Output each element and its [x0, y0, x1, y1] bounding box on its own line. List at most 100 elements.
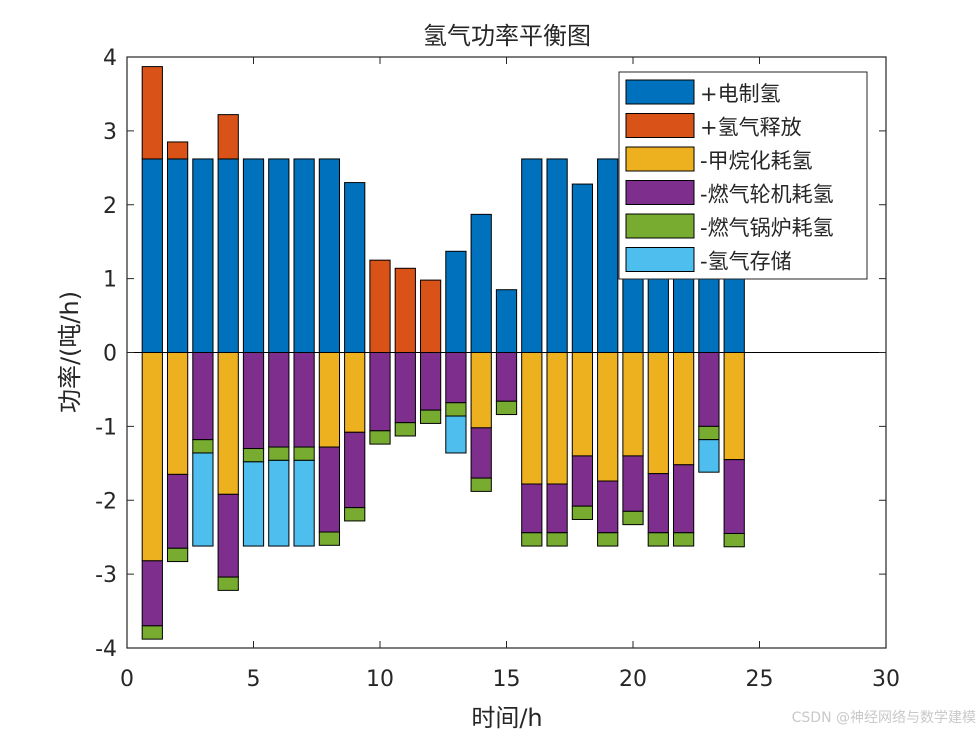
bar-5-t4 [217, 576, 239, 591]
bar-4-t7 [293, 352, 315, 448]
bar-4-t24 [723, 459, 745, 534]
bar-4-t6 [268, 352, 290, 448]
bar-3-t24 [723, 352, 745, 461]
bar-4-t23 [698, 352, 720, 427]
y-tick-label: 3 [103, 120, 117, 145]
x-tick-label: 0 [120, 667, 134, 692]
chart-title: 氢气功率平衡图 [423, 22, 591, 50]
legend-label-6: -氢气存储 [700, 250, 792, 274]
bar-1-t18 [571, 183, 594, 353]
bar-4-t1 [141, 560, 163, 627]
bars-group [141, 66, 745, 640]
bar-3-t18 [571, 352, 594, 457]
bar-2-t4 [217, 114, 239, 160]
y-tick-label: 4 [103, 46, 117, 71]
bar-4-t11 [394, 352, 416, 424]
legend-label-1: +电制氢 [700, 82, 781, 106]
bar-5-t9 [344, 507, 366, 522]
bar-4-t21 [647, 473, 669, 534]
bar-3-t17 [546, 352, 568, 485]
legend-swatch-3 [625, 146, 695, 172]
bar-6-t23 [698, 439, 720, 473]
bar-1-t8 [318, 158, 341, 353]
bar-1-t9 [344, 182, 366, 353]
bar-5-t20 [622, 510, 644, 526]
y-tick-label: 2 [103, 194, 117, 219]
bar-5-t23 [698, 425, 720, 441]
legend-swatch-4 [625, 180, 695, 205]
bar-4-t16 [521, 483, 543, 534]
y-tick-label: -3 [95, 563, 117, 588]
y-tick-label: 0 [103, 342, 117, 367]
bar-4-t4 [217, 493, 239, 578]
bar-5-t16 [521, 532, 543, 547]
bar-3-t22 [672, 352, 695, 466]
y-tick-label: -2 [95, 489, 117, 514]
y-tick-label: 1 [103, 268, 117, 293]
y-axis-label: 功率/(吨/h) [56, 291, 84, 413]
bar-1-t2 [166, 158, 189, 353]
legend-label-2: +氢气释放 [700, 116, 802, 140]
bar-5-t18 [571, 505, 594, 520]
bar-6-t7 [293, 459, 315, 547]
legend-label-4: -燃气轮机耗氢 [700, 183, 834, 207]
bar-5-t24 [723, 532, 745, 548]
bar-5-t14 [470, 477, 492, 492]
x-tick-label: 25 [746, 667, 774, 692]
x-tick-label: 5 [247, 667, 261, 692]
bar-4-t19 [597, 480, 619, 534]
bar-1-t4 [217, 158, 239, 353]
bar-5-t11 [394, 422, 416, 437]
bar-5-t7 [293, 446, 315, 461]
bar-2-t2 [166, 141, 189, 160]
bar-5-t19 [597, 532, 619, 547]
bar-5-t8 [318, 531, 341, 546]
bar-5-t2 [166, 547, 189, 563]
bar-4-t8 [318, 446, 341, 533]
bar-2-t10 [369, 259, 391, 353]
bar-5-t15 [495, 400, 518, 416]
bar-1-t15 [495, 289, 518, 353]
bar-6-t13 [445, 415, 467, 454]
bar-2-t12 [419, 279, 442, 354]
bar-3-t1 [141, 352, 163, 562]
bar-4-t17 [546, 483, 568, 534]
bar-1-t7 [293, 158, 315, 353]
bar-3-t19 [597, 352, 619, 482]
bar-5-t13 [445, 402, 467, 417]
bar-4-t18 [571, 455, 594, 507]
bar-4-t9 [344, 431, 366, 509]
x-tick-label: 10 [366, 667, 394, 692]
bar-5-t21 [647, 532, 669, 547]
bar-2-t11 [394, 267, 416, 353]
x-tick-label: 15 [493, 667, 521, 692]
bar-3-t2 [166, 352, 189, 475]
bar-3-t8 [318, 352, 341, 448]
bar-3-t16 [521, 352, 543, 485]
y-tick-label: -4 [95, 637, 117, 662]
x-tick-label: 20 [619, 667, 647, 692]
bar-4-t22 [672, 464, 695, 534]
bar-4-t13 [445, 352, 467, 404]
bar-1-t14 [470, 213, 492, 353]
x-axis-label: 时间/h [471, 704, 542, 732]
x-tick-label: 30 [872, 667, 900, 692]
bar-4-t10 [369, 352, 391, 432]
bar-5-t12 [419, 409, 442, 424]
bar-1-t1 [141, 158, 163, 353]
bar-1-t16 [521, 158, 543, 353]
bar-5-t10 [369, 430, 391, 445]
bar-5-t22 [672, 532, 695, 547]
bar-1-t5 [242, 158, 265, 353]
bar-3-t20 [622, 352, 644, 457]
bar-5-t3 [192, 439, 214, 454]
bar-1-t17 [546, 158, 568, 353]
bar-3-t9 [344, 352, 366, 433]
bar-5-t17 [546, 532, 568, 547]
legend-swatch-6 [625, 247, 695, 272]
legend-label-5: -燃气锅炉耗氢 [700, 216, 834, 240]
bar-3-t14 [470, 352, 492, 429]
bar-4-t14 [470, 427, 492, 479]
